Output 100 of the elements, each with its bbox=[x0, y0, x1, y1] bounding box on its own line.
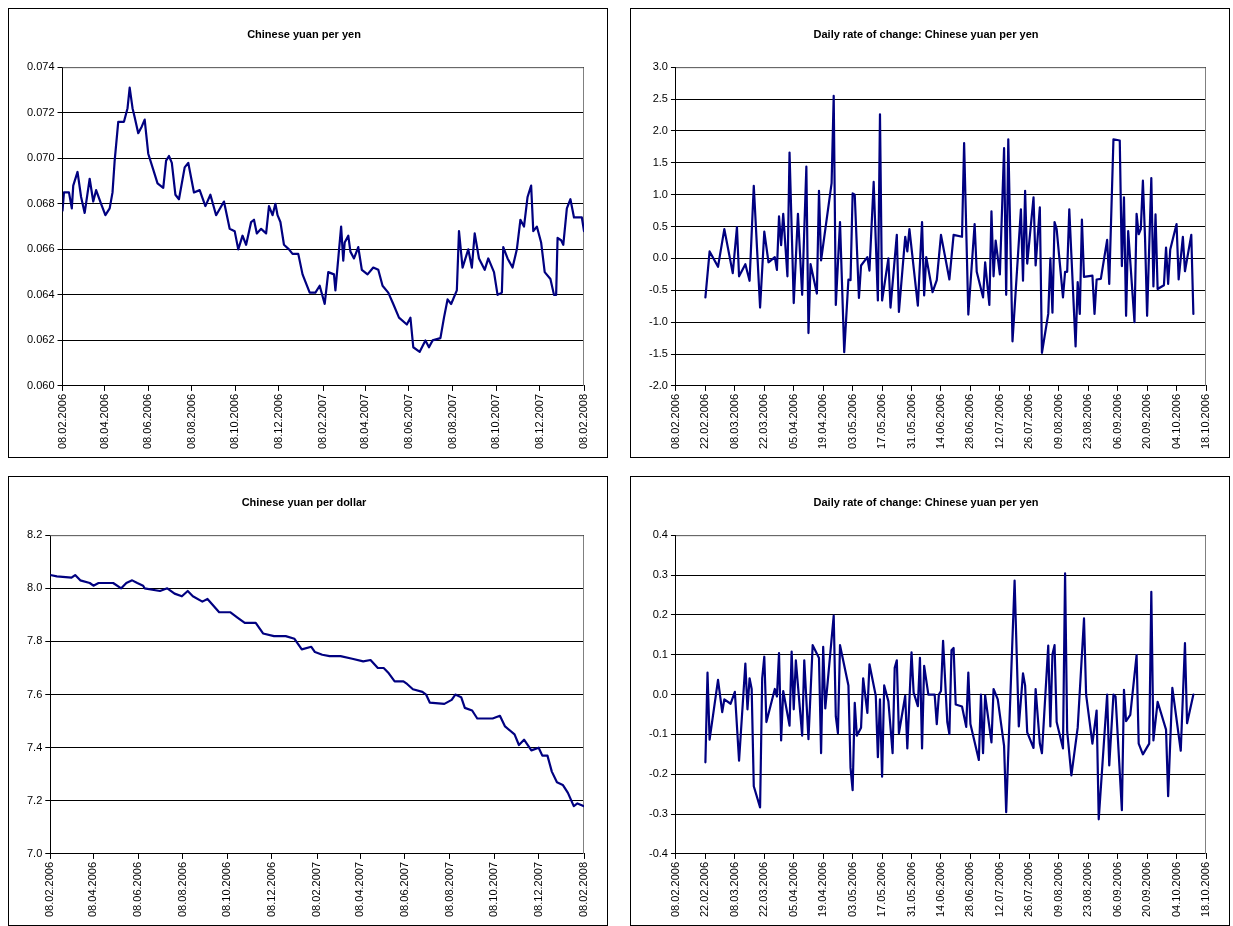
x-tick-label: 18.10.2006 bbox=[1199, 393, 1212, 450]
x-tick-label: 08.10.2007 bbox=[489, 393, 502, 450]
x-tick-label: 08.10.2006 bbox=[220, 861, 233, 918]
x-tick-label: 08.12.2007 bbox=[531, 861, 544, 918]
x-tick-label: 14.06.2006 bbox=[934, 393, 947, 450]
y-tick-label: 0.066 bbox=[27, 242, 55, 255]
x-tick-label: 06.09.2006 bbox=[1110, 393, 1123, 450]
x-tick-label: 08.03.2006 bbox=[727, 393, 740, 450]
x-tick-label: 19.04.2006 bbox=[816, 393, 829, 450]
y-tick-label: 7.8 bbox=[26, 634, 43, 647]
x-tick-label: 08.02.2008 bbox=[577, 393, 590, 450]
y-tick-label: 8.2 bbox=[26, 528, 43, 541]
y-tick-label: 0.5 bbox=[652, 219, 668, 232]
y-tick-label: 0.4 bbox=[652, 528, 668, 541]
x-tick-label: 08.10.2007 bbox=[487, 861, 500, 918]
x-tick-label: 08.03.2006 bbox=[727, 861, 740, 918]
x-tick-label: 08.02.2006 bbox=[43, 861, 56, 918]
x-tick-label: 04.10.2006 bbox=[1169, 861, 1182, 918]
x-tick-label: 08.12.2006 bbox=[264, 861, 277, 918]
y-tick-label: -0.4 bbox=[648, 846, 668, 859]
y-tick-label: 0.072 bbox=[27, 105, 55, 118]
y-tick-label: 2.0 bbox=[652, 123, 668, 136]
chart-title: Chinese yuan per dollar bbox=[241, 495, 368, 508]
y-tick-label: 1.5 bbox=[652, 155, 668, 168]
x-tick-label: 18.10.2006 bbox=[1199, 861, 1212, 918]
y-tick-label: 0.064 bbox=[27, 287, 55, 300]
x-tick-label: 17.05.2006 bbox=[875, 393, 888, 450]
y-tick-label: 0.2 bbox=[652, 607, 668, 620]
x-tick-label: 03.05.2006 bbox=[845, 393, 858, 450]
x-tick-label: 14.06.2006 bbox=[934, 861, 947, 918]
x-tick-label: 08.12.2006 bbox=[272, 393, 285, 450]
x-tick-label: 08.02.2006 bbox=[668, 393, 681, 450]
x-tick-label: 26.07.2006 bbox=[1022, 861, 1035, 918]
x-tick-label: 08.08.2006 bbox=[184, 393, 197, 450]
y-tick-label: 7.2 bbox=[26, 793, 43, 806]
x-tick-label: 08.04.2006 bbox=[86, 861, 99, 918]
x-tick-label: 26.07.2006 bbox=[1022, 393, 1035, 450]
x-tick-label: 20.09.2006 bbox=[1140, 861, 1153, 918]
y-tick-label: 0.068 bbox=[27, 196, 55, 209]
chart-title: Chinese yuan per yen bbox=[247, 27, 362, 40]
x-tick-label: 09.08.2006 bbox=[1051, 393, 1064, 450]
x-tick-label: 09.08.2006 bbox=[1051, 861, 1064, 918]
x-tick-label: 19.04.2006 bbox=[816, 861, 829, 918]
y-tick-label: 0.070 bbox=[27, 151, 55, 164]
y-tick-label: -2.0 bbox=[648, 378, 668, 391]
y-tick-label: -1.5 bbox=[648, 347, 668, 360]
x-tick-label: 08.04.2007 bbox=[358, 393, 371, 450]
x-tick-label: 08.02.2008 bbox=[577, 861, 590, 918]
x-tick-label: 08.08.2006 bbox=[175, 861, 188, 918]
x-tick-label: 08.12.2007 bbox=[532, 393, 545, 450]
x-tick-label: 08.06.2007 bbox=[397, 861, 410, 918]
y-tick-label: 0.0 bbox=[652, 687, 668, 700]
y-tick-label: 7.6 bbox=[26, 687, 43, 700]
x-tick-label: 08.02.2007 bbox=[310, 861, 323, 918]
y-tick-label: -0.2 bbox=[648, 767, 668, 780]
x-tick-label: 06.09.2006 bbox=[1110, 861, 1123, 918]
y-tick-label: 0.3 bbox=[652, 568, 668, 581]
x-tick-label: 08.08.2007 bbox=[442, 861, 455, 918]
x-tick-label: 08.04.2006 bbox=[97, 393, 110, 450]
x-tick-label: 05.04.2006 bbox=[786, 393, 799, 450]
x-tick-label: 08.06.2007 bbox=[402, 393, 415, 450]
x-tick-label: 03.05.2006 bbox=[845, 861, 858, 918]
y-tick-label: 1.0 bbox=[652, 187, 668, 200]
y-tick-label: 2.5 bbox=[652, 92, 668, 105]
x-tick-label: 08.06.2006 bbox=[131, 861, 144, 918]
x-tick-label: 22.02.2006 bbox=[698, 861, 711, 918]
y-tick-label: 3.0 bbox=[652, 60, 668, 73]
x-tick-label: 23.08.2006 bbox=[1081, 393, 1094, 450]
y-tick-label: -0.3 bbox=[648, 807, 668, 820]
y-tick-label: -0.5 bbox=[648, 283, 668, 296]
y-tick-label: -1.0 bbox=[648, 315, 668, 328]
y-tick-label: 7.4 bbox=[26, 740, 43, 753]
x-tick-label: 23.08.2006 bbox=[1081, 861, 1094, 918]
x-tick-label: 20.09.2006 bbox=[1140, 393, 1153, 450]
x-tick-label: 31.05.2006 bbox=[904, 393, 917, 450]
y-tick-label: 0.0 bbox=[652, 251, 668, 264]
y-tick-label: 0.074 bbox=[27, 60, 55, 73]
x-tick-label: 22.02.2006 bbox=[698, 393, 711, 450]
x-tick-label: 05.04.2006 bbox=[786, 861, 799, 918]
x-tick-label: 08.08.2007 bbox=[445, 393, 458, 450]
x-tick-label: 28.06.2006 bbox=[963, 861, 976, 918]
x-tick-label: 08.06.2006 bbox=[141, 393, 154, 450]
y-tick-label: 0.062 bbox=[27, 333, 55, 346]
x-tick-label: 08.02.2006 bbox=[668, 861, 681, 918]
x-tick-label: 28.06.2006 bbox=[963, 393, 976, 450]
y-tick-label: -0.1 bbox=[648, 727, 668, 740]
x-tick-label: 17.05.2006 bbox=[875, 861, 888, 918]
y-tick-label: 0.060 bbox=[27, 378, 55, 391]
x-tick-label: 31.05.2006 bbox=[904, 861, 917, 918]
x-tick-label: 08.04.2007 bbox=[353, 861, 366, 918]
chart-title: Daily rate of change: Chinese yuan per yen bbox=[813, 27, 1039, 40]
y-tick-label: 0.1 bbox=[652, 647, 668, 660]
x-tick-label: 08.02.2007 bbox=[316, 393, 329, 450]
x-tick-label: 08.10.2006 bbox=[228, 393, 241, 450]
x-tick-label: 22.03.2006 bbox=[757, 393, 770, 450]
y-tick-label: 7.0 bbox=[26, 846, 43, 859]
x-tick-label: 04.10.2006 bbox=[1169, 393, 1182, 450]
x-tick-label: 22.03.2006 bbox=[757, 861, 770, 918]
x-tick-label: 08.02.2006 bbox=[55, 393, 68, 450]
x-tick-label: 12.07.2006 bbox=[992, 393, 1005, 450]
